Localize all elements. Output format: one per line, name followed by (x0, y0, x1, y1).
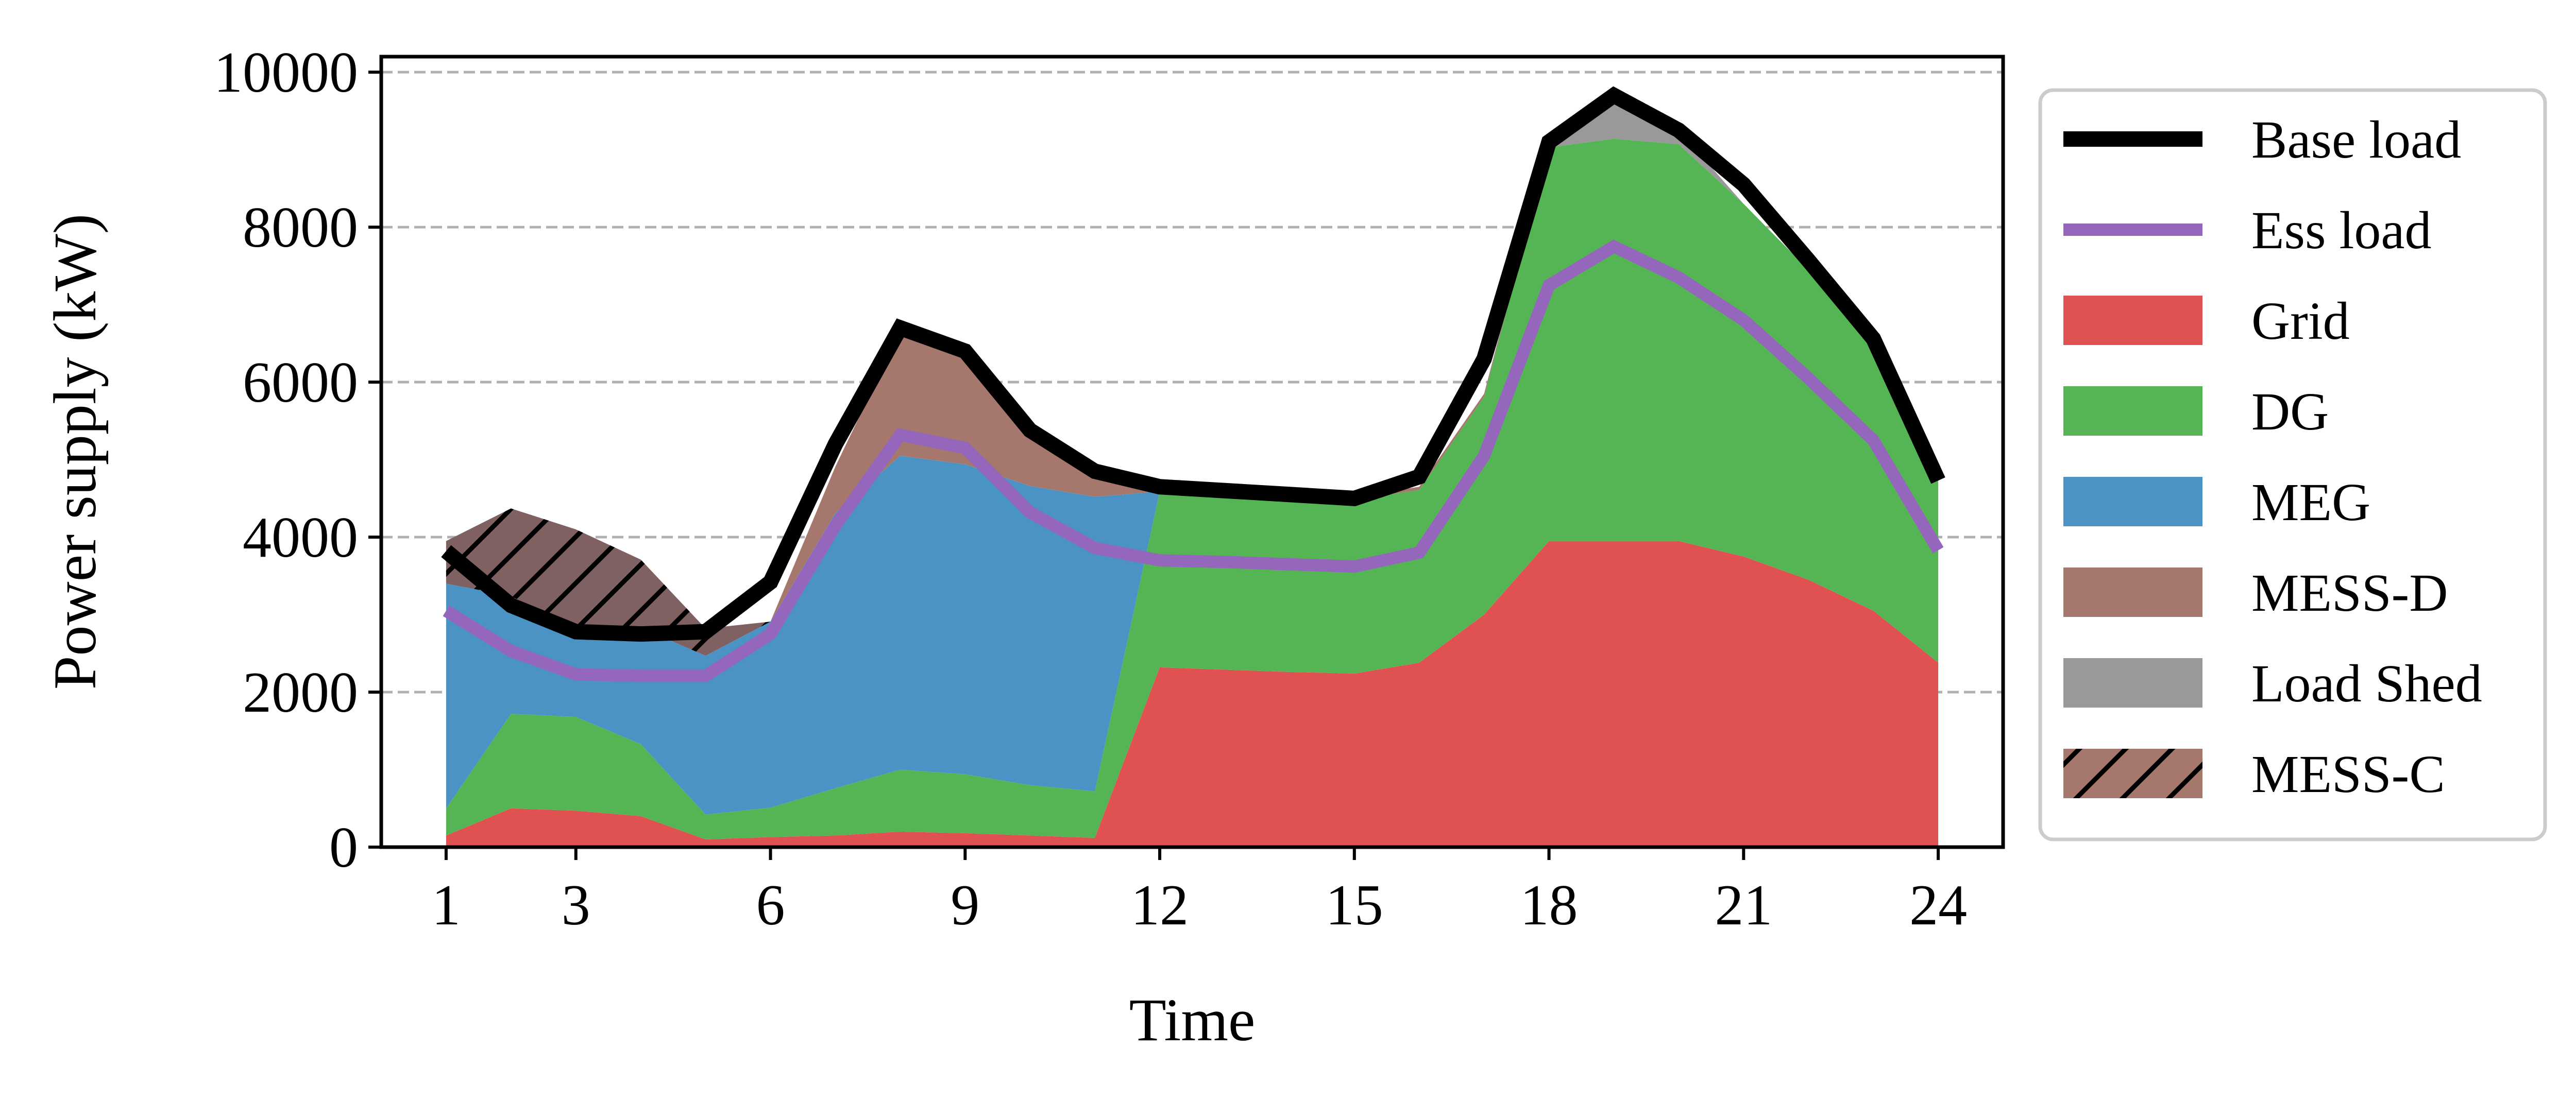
legend-item-grid: Grid (2063, 291, 2350, 351)
x-tick-label-12: 12 (1131, 873, 1189, 937)
legend-item-dg: DG (2063, 382, 2329, 441)
legend-swatch-meg (2063, 477, 2202, 526)
legend: Base load Ess load Grid DG MEG MESS-D Load She… (2038, 88, 2547, 841)
legend-swatch-load-shed (2063, 658, 2202, 708)
legend-swatch-mess-d (2063, 567, 2202, 617)
legend-label-meg: MEG (2251, 473, 2370, 532)
x-tick-label-3: 3 (562, 873, 590, 937)
legend-label-grid: Grid (2251, 291, 2350, 351)
legend-swatch-grid (2063, 296, 2202, 345)
x-tick-label-15: 15 (1326, 873, 1383, 937)
legend-item-meg: MEG (2063, 473, 2370, 532)
line-ess-load (443, 239, 1944, 682)
stacked-areas (446, 94, 1939, 847)
area-mess-d (446, 139, 1939, 656)
legend-frame (2038, 88, 2547, 841)
legend-label-load-shed: Load Shed (2251, 654, 2482, 713)
legend-label-mess-d: MESS-D (2251, 563, 2448, 623)
legend-swatch-dg (2063, 386, 2202, 436)
plot-frame (379, 55, 2005, 849)
x-tick-label-24: 24 (1909, 873, 1967, 937)
y-axis-label: Power supply (kW) (41, 214, 109, 690)
legend-label-dg: DG (2251, 382, 2329, 441)
legend-swatch-mess-c-hatch (2063, 749, 2202, 798)
y-tick-label-2000: 2000 (243, 661, 358, 725)
legend-item-mess-c: MESS-C (2063, 745, 2445, 804)
area-mess-c-hatch (446, 94, 1939, 656)
y-tick-label-0: 0 (329, 816, 358, 880)
legend-item-load-shed: Load Shed (2063, 654, 2482, 713)
legend-item-mess-d: MESS-D (2063, 563, 2448, 623)
x-tick-label-1: 1 (432, 873, 461, 937)
y-tick-label-10000: 10000 (214, 41, 358, 105)
legend-item-ess-load: Ess load (2063, 201, 2432, 260)
y-tick-label-8000: 8000 (243, 196, 358, 260)
area-dg (446, 139, 1939, 839)
line-base-load (441, 86, 1945, 642)
area-meg (446, 139, 1939, 815)
load-lines (441, 86, 1945, 682)
legend-item-base-load: Base load (2063, 110, 2461, 169)
y-tick-label-6000: 6000 (243, 351, 358, 415)
x-tick-label-9: 9 (951, 873, 979, 937)
x-tick-label-21: 21 (1715, 873, 1772, 937)
area-grid (446, 541, 1939, 847)
legend-label-ess-load: Ess load (2251, 201, 2432, 260)
legend-label-mess-c: MESS-C (2251, 745, 2445, 804)
y-tick-label-4000: 4000 (243, 506, 358, 570)
x-tick-label-6: 6 (756, 873, 785, 937)
axis-ticks: 1 3 6 9 12 15 18 21 24 0 2000 4000 6000 8000 10000 (214, 41, 1967, 937)
x-axis-label: Time (1129, 986, 1256, 1054)
x-tick-label-18: 18 (1520, 873, 1578, 937)
legend-label-base-load: Base load (2251, 110, 2461, 169)
